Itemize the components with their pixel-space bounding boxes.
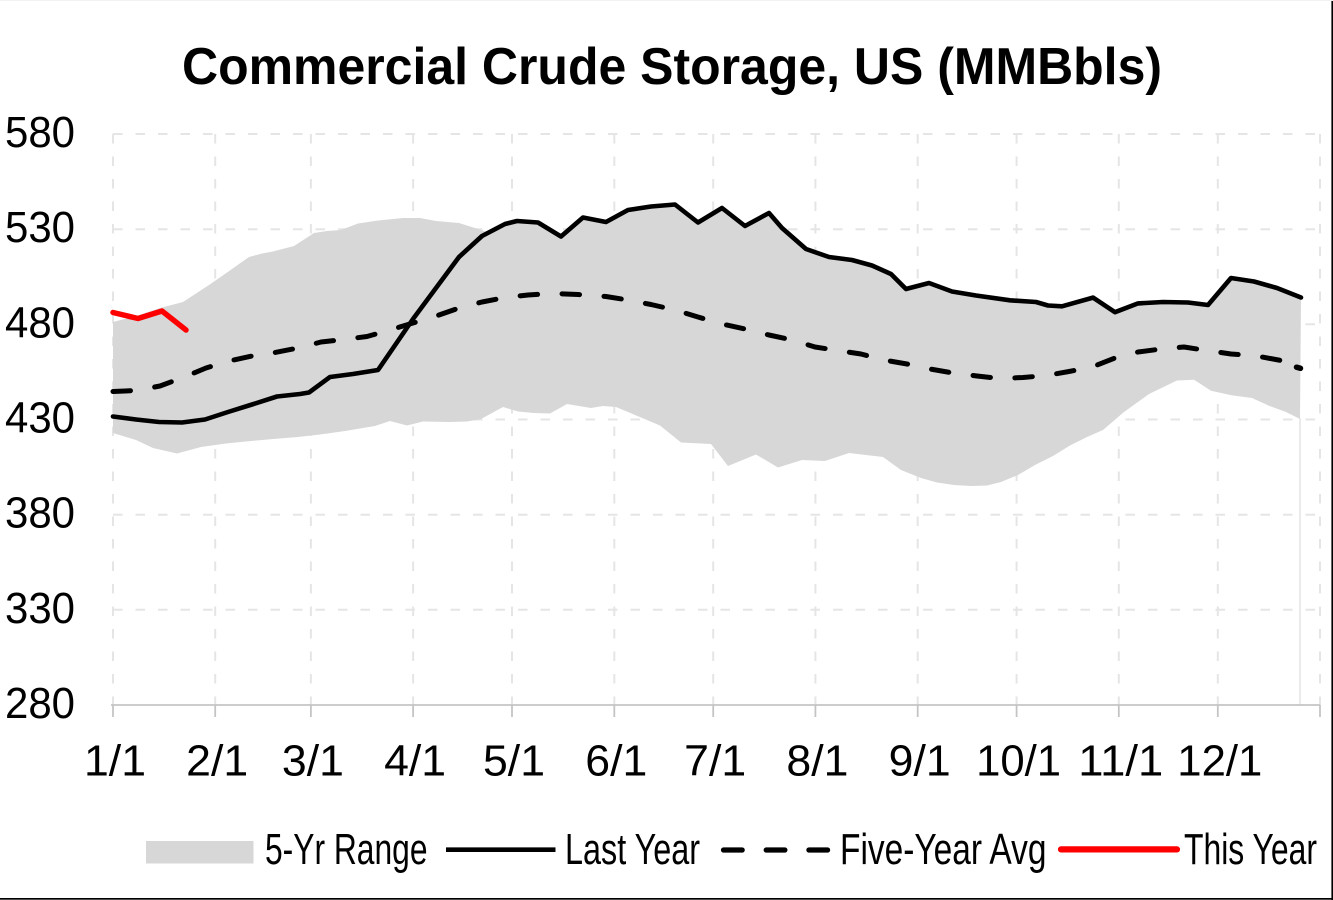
svg-text:1/1: 1/1 [84,737,146,786]
svg-text:430: 430 [5,394,75,443]
svg-text:Last Year: Last Year [565,825,700,874]
svg-text:9/1: 9/1 [889,737,951,786]
svg-text:This Year: This Year [1184,825,1317,874]
svg-text:Commercial Crude Storage, US (: Commercial Crude Storage, US (MMBbls) [182,37,1162,95]
svg-text:5-Yr Range: 5-Yr Range [265,825,428,874]
svg-text:10/1: 10/1 [976,737,1061,786]
svg-text:330: 330 [5,584,75,633]
svg-text:280: 280 [5,679,75,728]
svg-text:7/1: 7/1 [684,737,746,786]
svg-text:12/1: 12/1 [1177,737,1262,786]
svg-text:580: 580 [5,108,75,157]
svg-text:6/1: 6/1 [585,737,647,786]
svg-text:380: 380 [5,489,75,538]
svg-text:5/1: 5/1 [483,737,545,786]
svg-text:3/1: 3/1 [282,737,344,786]
svg-text:2/1: 2/1 [186,737,248,786]
svg-text:11/1: 11/1 [1078,737,1163,786]
svg-text:8/1: 8/1 [786,737,848,786]
svg-text:4/1: 4/1 [384,737,446,786]
svg-text:Five-Year Avg: Five-Year Avg [840,825,1047,874]
svg-text:480: 480 [5,298,75,347]
svg-text:530: 530 [5,203,75,252]
